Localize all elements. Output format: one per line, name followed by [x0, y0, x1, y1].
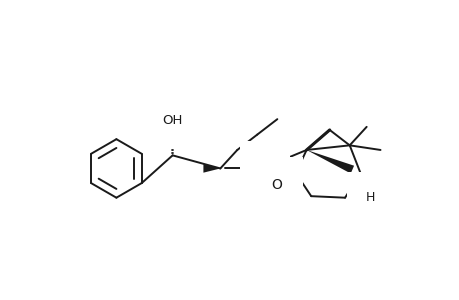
- Polygon shape: [203, 164, 220, 173]
- Polygon shape: [306, 150, 353, 173]
- Text: OH: OH: [162, 114, 182, 127]
- Text: O: O: [270, 178, 281, 192]
- Text: S: S: [260, 161, 269, 176]
- Text: H: H: [365, 191, 375, 204]
